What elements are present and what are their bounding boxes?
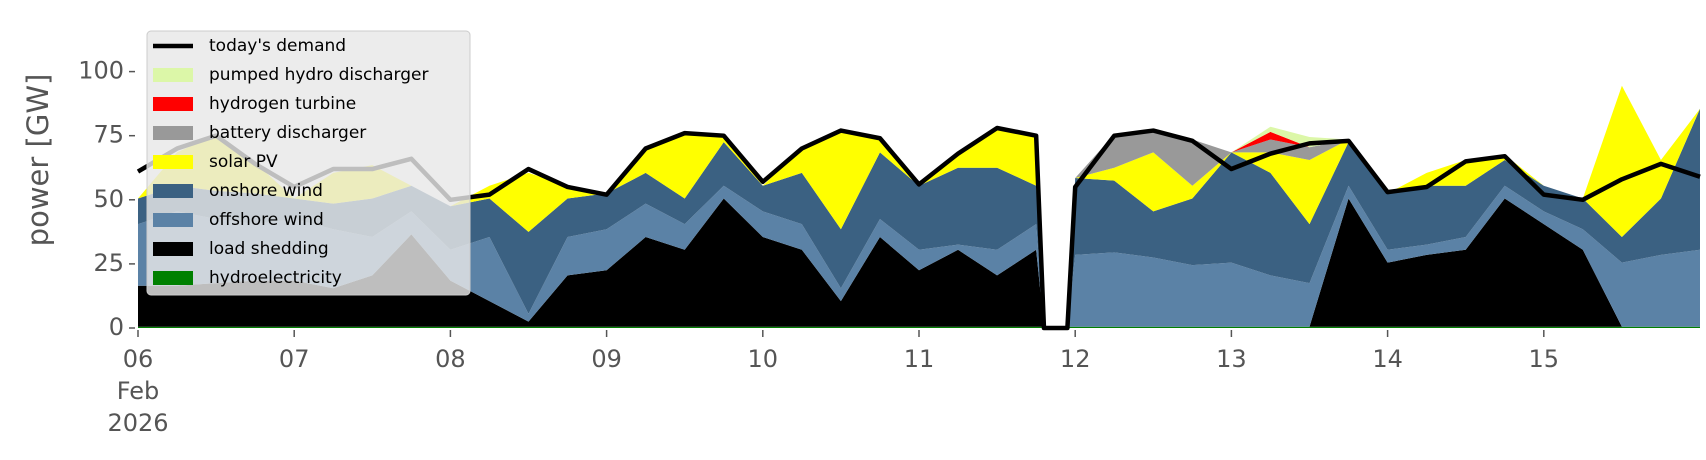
y-tick-label: 75 bbox=[93, 121, 124, 149]
legend-label: today's demand bbox=[209, 36, 346, 56]
legend: today's demand pumped hydro discharger hyd… bbox=[146, 30, 471, 296]
x-tick-label: 10 bbox=[748, 345, 779, 373]
legend-swatch bbox=[153, 68, 193, 82]
x-month-label: Feb bbox=[117, 377, 160, 405]
x-tick-label: 08 bbox=[435, 345, 466, 373]
area bbox=[138, 85, 1700, 327]
x-tick-label: 14 bbox=[1372, 345, 1403, 373]
legend-label: load shedding bbox=[209, 239, 329, 259]
legend-swatch bbox=[153, 184, 193, 198]
legend-label: hydroelectricity bbox=[209, 268, 342, 288]
x-tick-label: 09 bbox=[591, 345, 622, 373]
area bbox=[138, 185, 1700, 327]
y-tick-label: 100 bbox=[78, 57, 124, 85]
legend-label: hydrogen turbine bbox=[209, 94, 356, 114]
legend-swatch bbox=[153, 271, 193, 285]
x-tick-label: 06 bbox=[123, 345, 154, 373]
y-tick-label: 25 bbox=[93, 249, 124, 277]
x-tick-label: 13 bbox=[1216, 345, 1247, 373]
y-axis-label: power [GW] bbox=[21, 74, 55, 247]
legend-label: onshore wind bbox=[209, 181, 323, 201]
x-tick-label: 07 bbox=[279, 345, 310, 373]
legend-label: pumped hydro discharger bbox=[209, 65, 428, 85]
legend-swatch bbox=[153, 242, 193, 256]
area bbox=[138, 326, 1700, 328]
area bbox=[138, 108, 1700, 327]
legend-label: battery discharger bbox=[209, 123, 366, 143]
legend-swatch bbox=[153, 126, 193, 140]
legend-swatch bbox=[153, 155, 193, 169]
y-tick-label: 50 bbox=[93, 185, 124, 213]
x-tick-label: 15 bbox=[1529, 345, 1560, 373]
legend-swatch bbox=[153, 213, 193, 227]
legend-swatch bbox=[153, 97, 193, 111]
x-year-label: 2026 bbox=[107, 409, 168, 437]
legend-label: solar PV bbox=[209, 152, 278, 172]
x-tick-label: 12 bbox=[1060, 345, 1091, 373]
legend-box bbox=[146, 30, 471, 296]
y-tick-label: 0 bbox=[109, 313, 124, 341]
legend-label: offshore wind bbox=[209, 210, 324, 230]
x-tick-label: 11 bbox=[904, 345, 935, 373]
